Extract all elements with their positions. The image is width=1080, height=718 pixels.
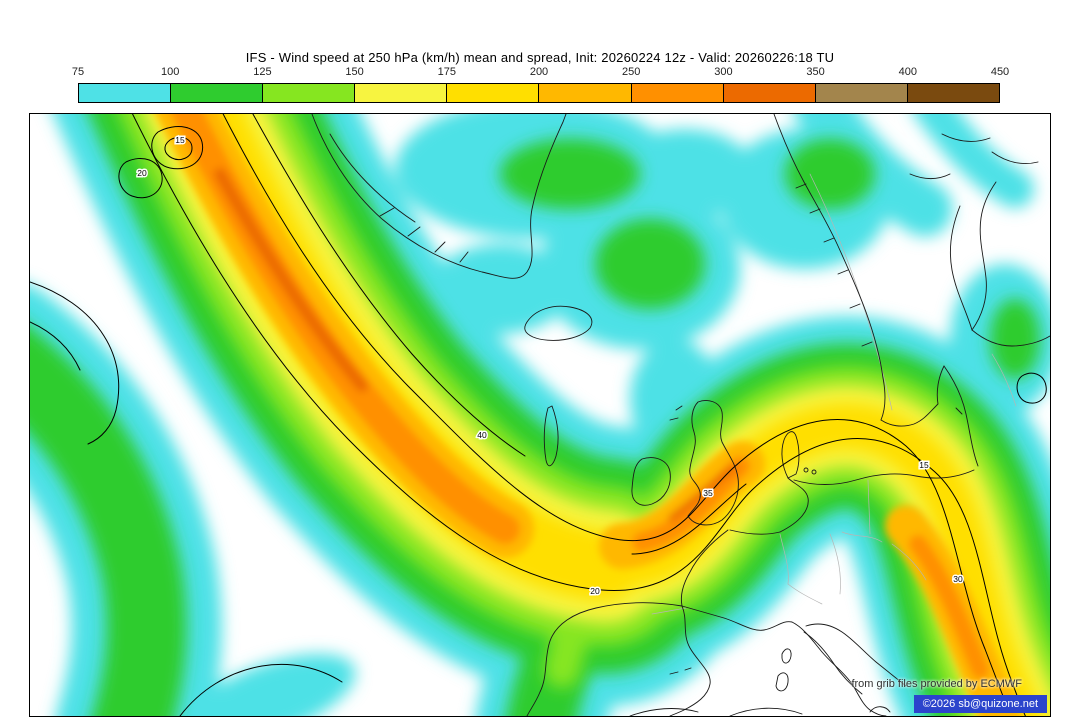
colorbar-tick: 250 <box>622 66 641 78</box>
colorbar-tick: 350 <box>806 66 825 78</box>
colorbar-segment <box>263 84 356 102</box>
colorbar-segment <box>539 84 632 102</box>
colorbar-tick: 200 <box>529 66 549 78</box>
colorbar-segment <box>815 84 908 102</box>
colorbar-bar <box>78 83 1000 103</box>
svg-text:40: 40 <box>477 430 487 440</box>
colorbar-ticks: 75 100 125 150 175 200 250 300 350 400 450 <box>72 66 1009 81</box>
map-title: IFS - Wind speed at 250 hPa (km/h) mean … <box>245 50 835 65</box>
colorbar-tick: 175 <box>437 66 456 78</box>
colorbar-tick: 75 <box>71 66 85 78</box>
colorbar-segment <box>447 84 540 102</box>
colorbar-tick: 100 <box>161 66 180 78</box>
contour-labels: 15 20 40 35 15 30 20 <box>136 134 965 598</box>
colorbar-tick: 125 <box>253 66 272 78</box>
coastlines <box>311 114 1050 716</box>
colorbar: 75 100 125 150 175 200 250 300 350 400 450 <box>72 66 1009 103</box>
colorbar-tick: 450 <box>990 66 1010 78</box>
attribution-source: from grib files provided by ECMWF <box>851 678 1022 690</box>
colorbar-segment <box>723 84 816 102</box>
colorbar-segment <box>355 84 448 102</box>
isotach-contours <box>30 114 1047 716</box>
colorbar-tick: 150 <box>345 66 364 78</box>
svg-text:15: 15 <box>919 460 929 470</box>
colorbar-tick: 300 <box>714 66 733 78</box>
wind-map: 15 20 40 35 15 30 20 <box>30 114 1050 716</box>
colorbar-segment <box>79 84 172 102</box>
colorbar-tick: 400 <box>898 66 917 78</box>
country-borders <box>651 173 1017 615</box>
map-frame: 15 20 40 35 15 30 20 from grib files provided … <box>29 113 1051 717</box>
svg-text:30: 30 <box>953 574 963 584</box>
colorbar-segment <box>907 84 999 102</box>
svg-text:15: 15 <box>175 135 185 145</box>
colorbar-segment <box>631 84 724 102</box>
svg-text:35: 35 <box>703 488 713 498</box>
svg-text:20: 20 <box>590 586 600 596</box>
svg-text:20: 20 <box>137 168 147 178</box>
attribution-copyright: ©2026 sb@quizone.net <box>913 695 1047 713</box>
colorbar-segment <box>171 84 264 102</box>
